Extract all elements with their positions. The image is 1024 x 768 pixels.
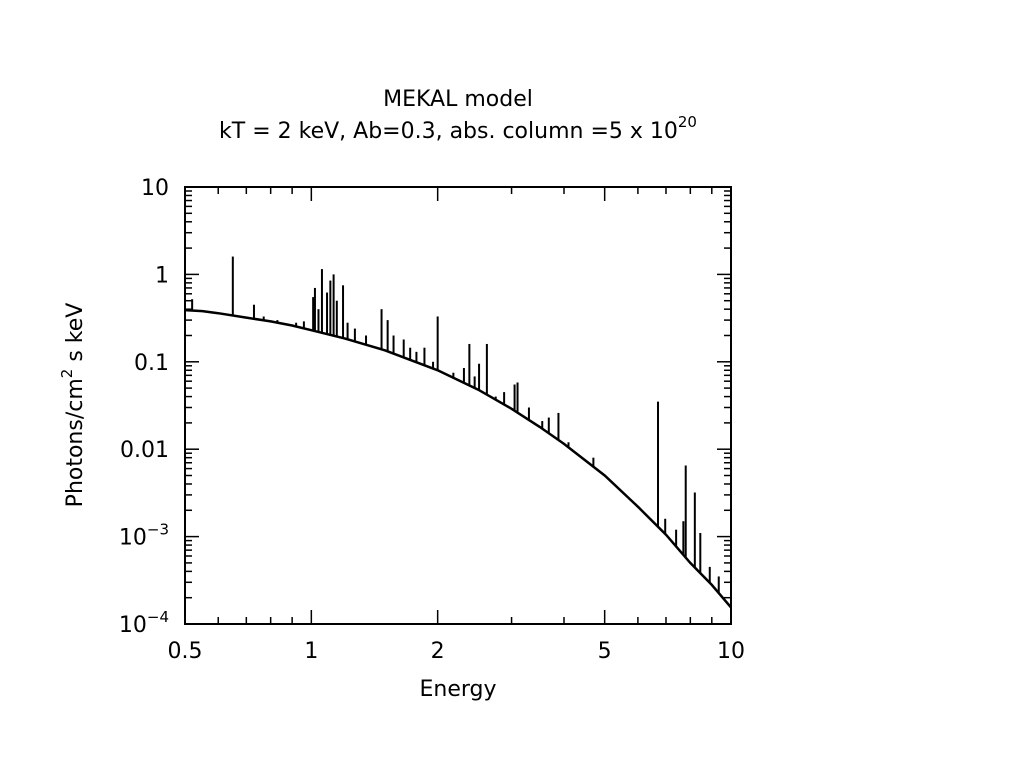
y-tick-label: 1 <box>155 263 169 288</box>
y-tick-label: 10−4 <box>119 608 169 638</box>
x-tick-label: 10 <box>717 639 745 664</box>
y-tick-label: 10−3 <box>119 521 169 551</box>
x-tick-label: 2 <box>431 639 445 664</box>
continuum-line <box>184 308 732 609</box>
x-tick-label: 5 <box>598 639 612 664</box>
chart-subtitle: kT = 2 keV, Ab=0.3, abs. column =5 x 102… <box>219 113 697 144</box>
x-tick-label: 1 <box>304 639 318 664</box>
x-axis-label: Energy <box>419 677 496 702</box>
x-tick-label: 0.5 <box>168 639 203 664</box>
plot-area: 0.5 1 2 5 10 10 1 0.1 0.01 10−3 10−4 <box>119 176 745 664</box>
y-axis-label: Photons/cm2 s keV <box>58 303 88 508</box>
y-tick-label: 0.1 <box>134 351 169 376</box>
plot-frame <box>184 186 732 625</box>
chart-title: MEKAL model <box>383 87 533 112</box>
y-tick-label: 0.01 <box>120 438 169 463</box>
y-tick-label: 10 <box>141 176 169 201</box>
